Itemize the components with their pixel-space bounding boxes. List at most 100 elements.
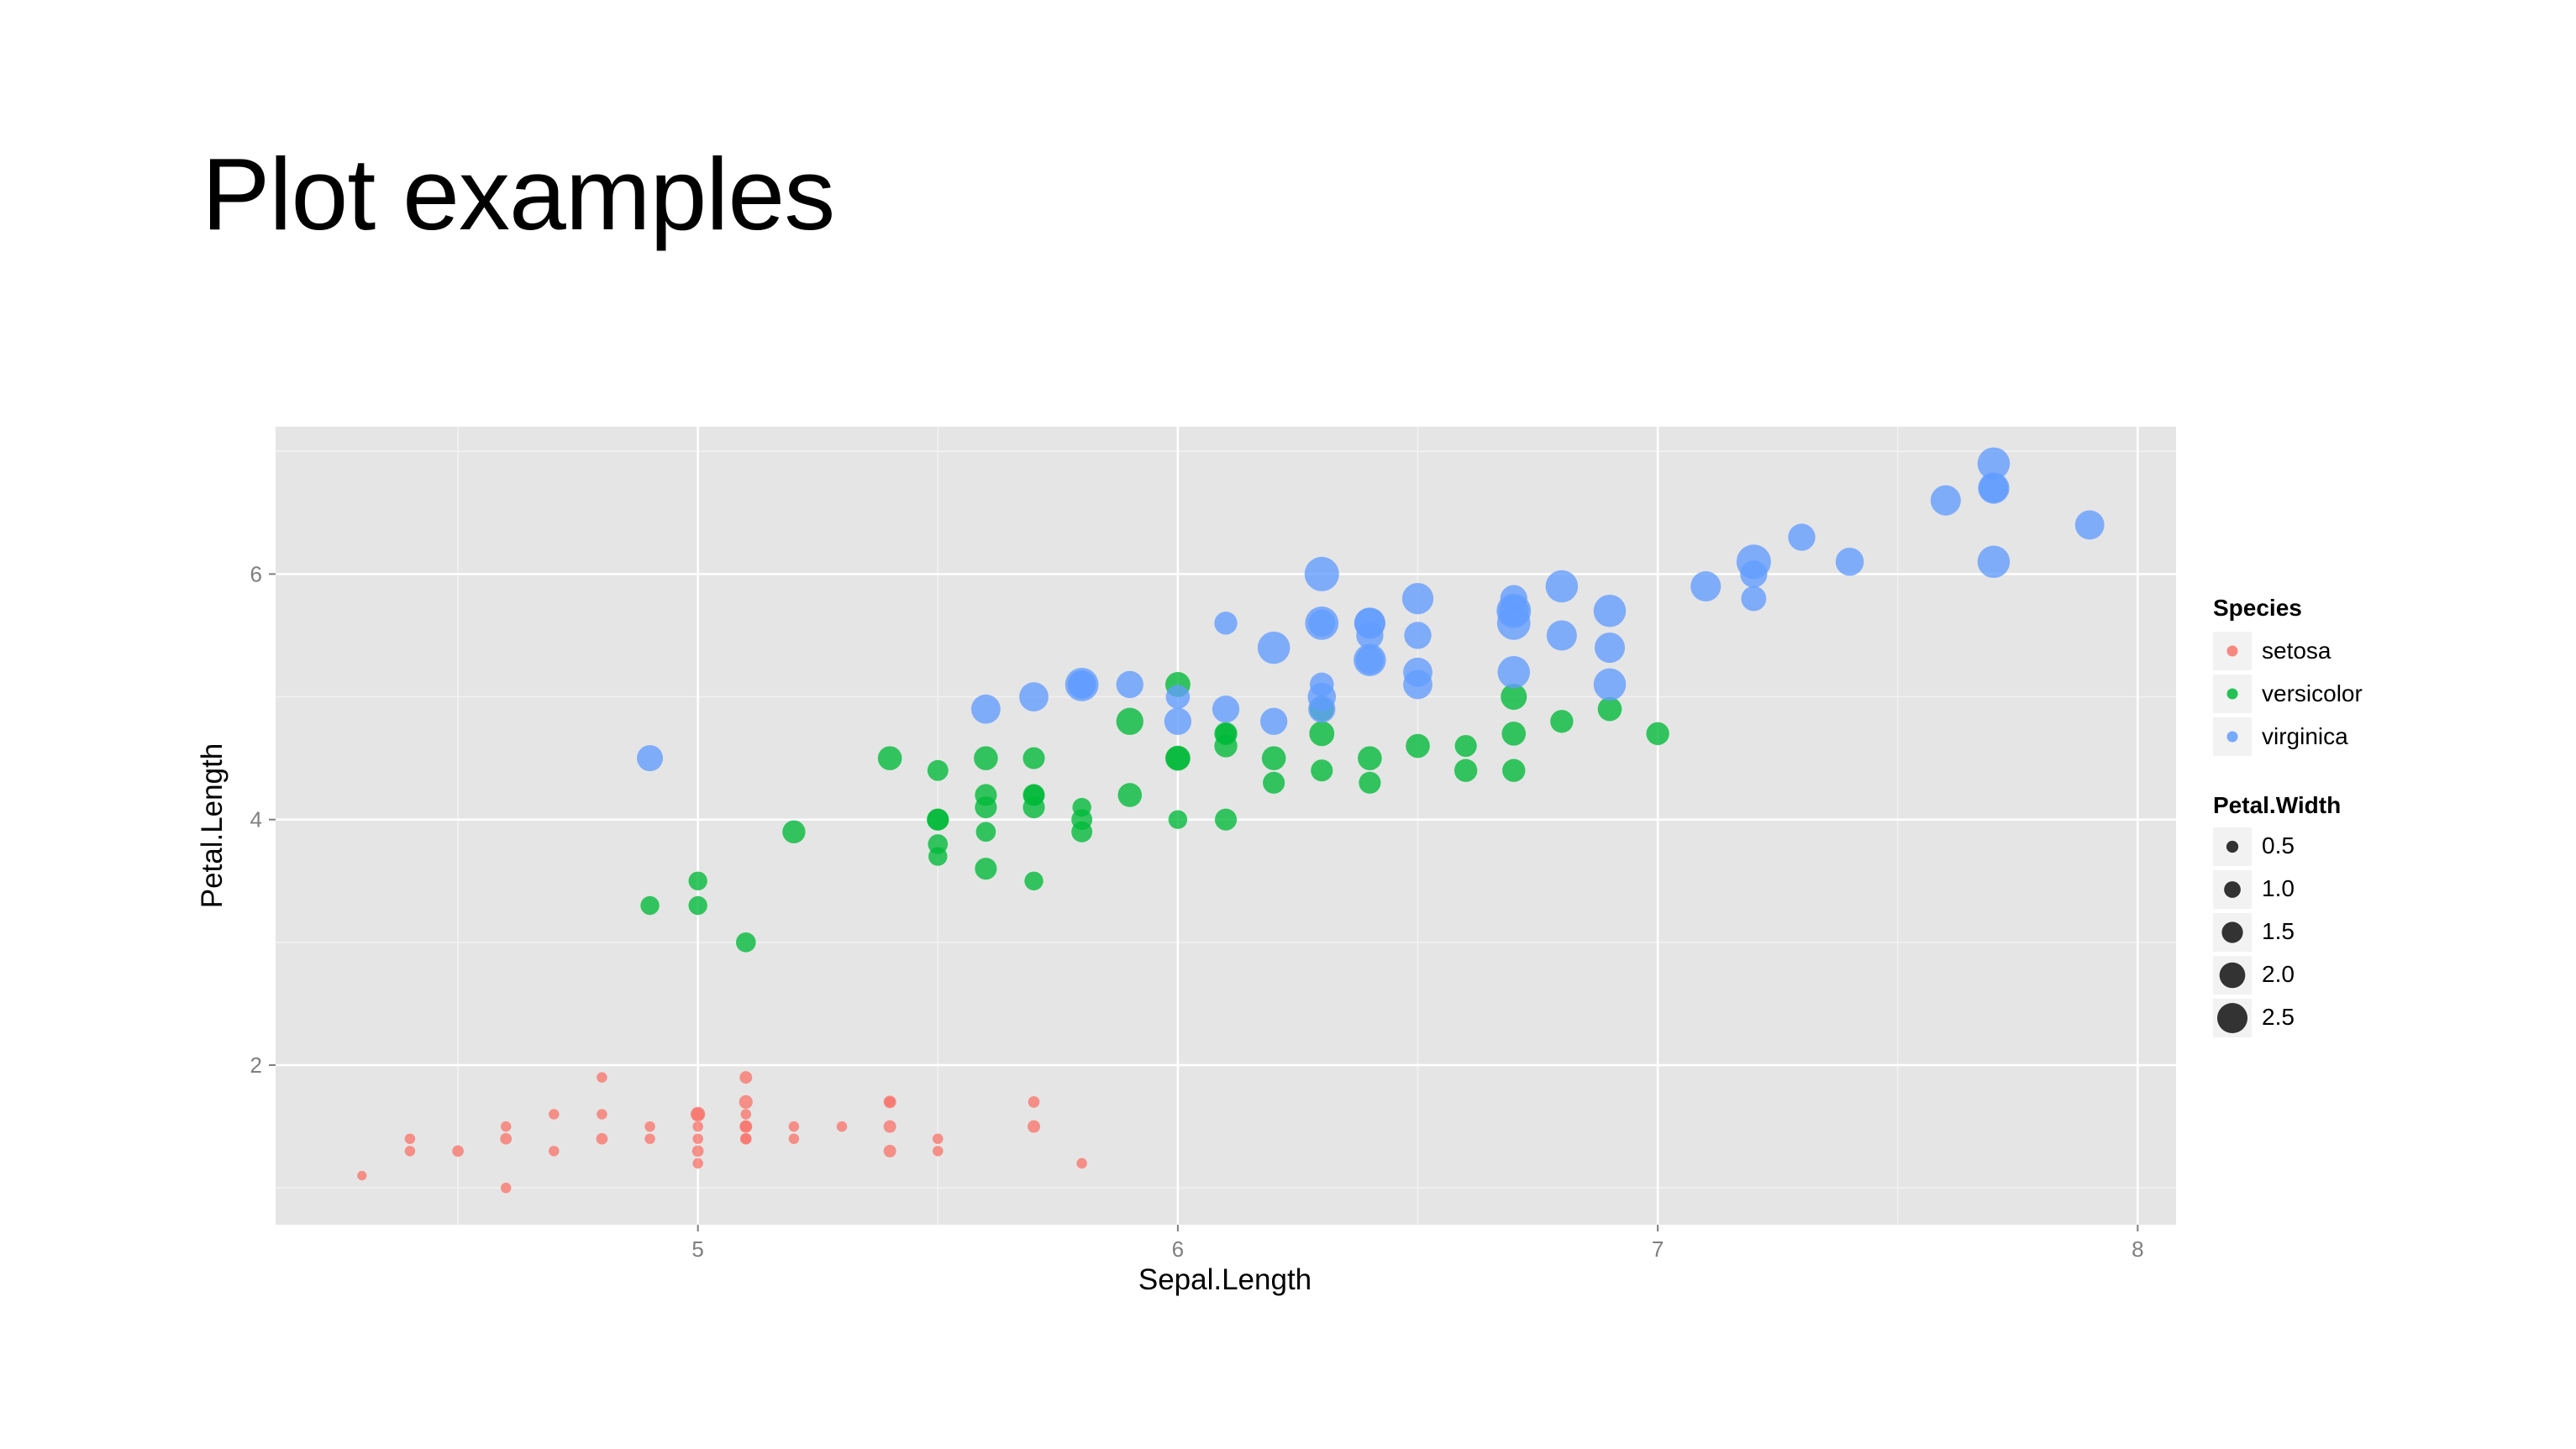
data-point <box>1930 485 1961 516</box>
data-point <box>1545 570 1579 603</box>
data-point <box>691 1145 704 1158</box>
data-point <box>1359 771 1381 794</box>
data-point <box>688 895 707 916</box>
data-point <box>1593 668 1627 701</box>
data-point <box>1355 645 1385 675</box>
data-point <box>692 1133 703 1144</box>
data-point <box>1028 1120 1040 1133</box>
size-key <box>2226 840 2239 853</box>
data-point <box>788 1121 800 1132</box>
data-point <box>970 694 1001 724</box>
data-point <box>549 1146 560 1157</box>
data-point <box>691 1107 705 1121</box>
data-point <box>975 796 997 819</box>
data-point <box>975 858 997 880</box>
data-point <box>1979 473 2009 503</box>
data-point <box>1071 821 1093 843</box>
data-point <box>933 1146 944 1157</box>
y-tick-label: 2 <box>250 1053 262 1078</box>
data-point <box>1308 695 1336 723</box>
data-point <box>1690 570 1722 602</box>
data-point <box>1028 1095 1040 1108</box>
data-point <box>597 1109 607 1120</box>
data-point <box>500 1121 512 1132</box>
data-point <box>1502 759 1526 782</box>
data-point <box>1977 447 2011 480</box>
data-point <box>1019 682 1049 711</box>
petal-width-legend-title: Petal.Width <box>2213 792 2341 818</box>
data-point <box>1835 547 1864 576</box>
size-key <box>2224 881 2241 898</box>
data-point <box>1454 734 1477 758</box>
series-virginica <box>637 447 2105 772</box>
data-point <box>1116 670 1143 699</box>
data-point <box>404 1133 416 1144</box>
data-point <box>1212 695 1240 723</box>
size-label: 1.0 <box>2262 875 2295 901</box>
data-point <box>1401 582 1434 615</box>
data-point <box>1593 594 1627 627</box>
legend-key-setosa <box>2226 645 2238 657</box>
data-point <box>1646 722 1669 746</box>
data-point <box>644 1133 655 1144</box>
data-point <box>1164 707 1192 735</box>
data-point <box>1358 746 1382 770</box>
data-point <box>596 1132 608 1145</box>
x-tick-label: 5 <box>691 1236 703 1262</box>
x-tick-label: 8 <box>2132 1236 2143 1262</box>
data-point <box>692 1158 703 1169</box>
data-point <box>1023 796 1045 819</box>
data-point <box>877 746 902 770</box>
data-point <box>883 1120 896 1133</box>
y-tick-label: 6 <box>250 561 262 586</box>
data-point <box>1165 746 1191 770</box>
data-point <box>1311 759 1333 782</box>
data-point <box>1740 560 1768 588</box>
data-point <box>1597 696 1622 722</box>
data-point <box>1076 1158 1087 1169</box>
legend-label-setosa: setosa <box>2262 638 2332 664</box>
data-point <box>500 1132 513 1145</box>
data-point <box>1454 759 1478 782</box>
data-point <box>1741 585 1767 612</box>
data-point <box>357 1170 367 1181</box>
size-label: 2.0 <box>2262 961 2295 987</box>
data-point <box>1214 808 1238 831</box>
data-point <box>883 1144 896 1158</box>
size-label: 0.5 <box>2262 832 2295 858</box>
data-point <box>782 820 806 843</box>
data-point <box>597 1072 607 1083</box>
data-point <box>1501 683 1527 711</box>
data-point <box>404 1146 416 1157</box>
data-point <box>1594 633 1625 664</box>
size-key <box>2216 1002 2248 1034</box>
data-point <box>1788 523 1816 551</box>
data-point <box>1263 771 1285 794</box>
data-point <box>1165 685 1191 709</box>
data-point <box>836 1121 848 1132</box>
data-point <box>640 895 660 916</box>
data-point <box>1403 669 1433 700</box>
data-point <box>692 1121 703 1132</box>
data-point <box>788 1133 800 1144</box>
data-point <box>1304 556 1339 591</box>
data-point <box>975 822 996 843</box>
data-point <box>2074 510 2105 540</box>
x-tick-label: 7 <box>1652 1236 1664 1262</box>
data-point <box>452 1145 464 1158</box>
legend-key-virginica <box>2226 731 2238 743</box>
data-point <box>1116 707 1143 735</box>
data-point <box>1308 609 1336 638</box>
data-point <box>739 1095 753 1109</box>
tick-labels: 5 6 7 8 2 4 6 <box>250 561 2144 1262</box>
size-label: 1.5 <box>2262 918 2295 944</box>
data-point <box>637 745 664 772</box>
data-point <box>739 1071 753 1084</box>
x-axis-title: Sepal.Length <box>1138 1263 1312 1296</box>
data-point <box>1497 656 1530 689</box>
data-point <box>933 1133 944 1144</box>
data-point <box>549 1109 560 1120</box>
data-point <box>1214 734 1238 758</box>
data-point <box>1977 545 2011 579</box>
